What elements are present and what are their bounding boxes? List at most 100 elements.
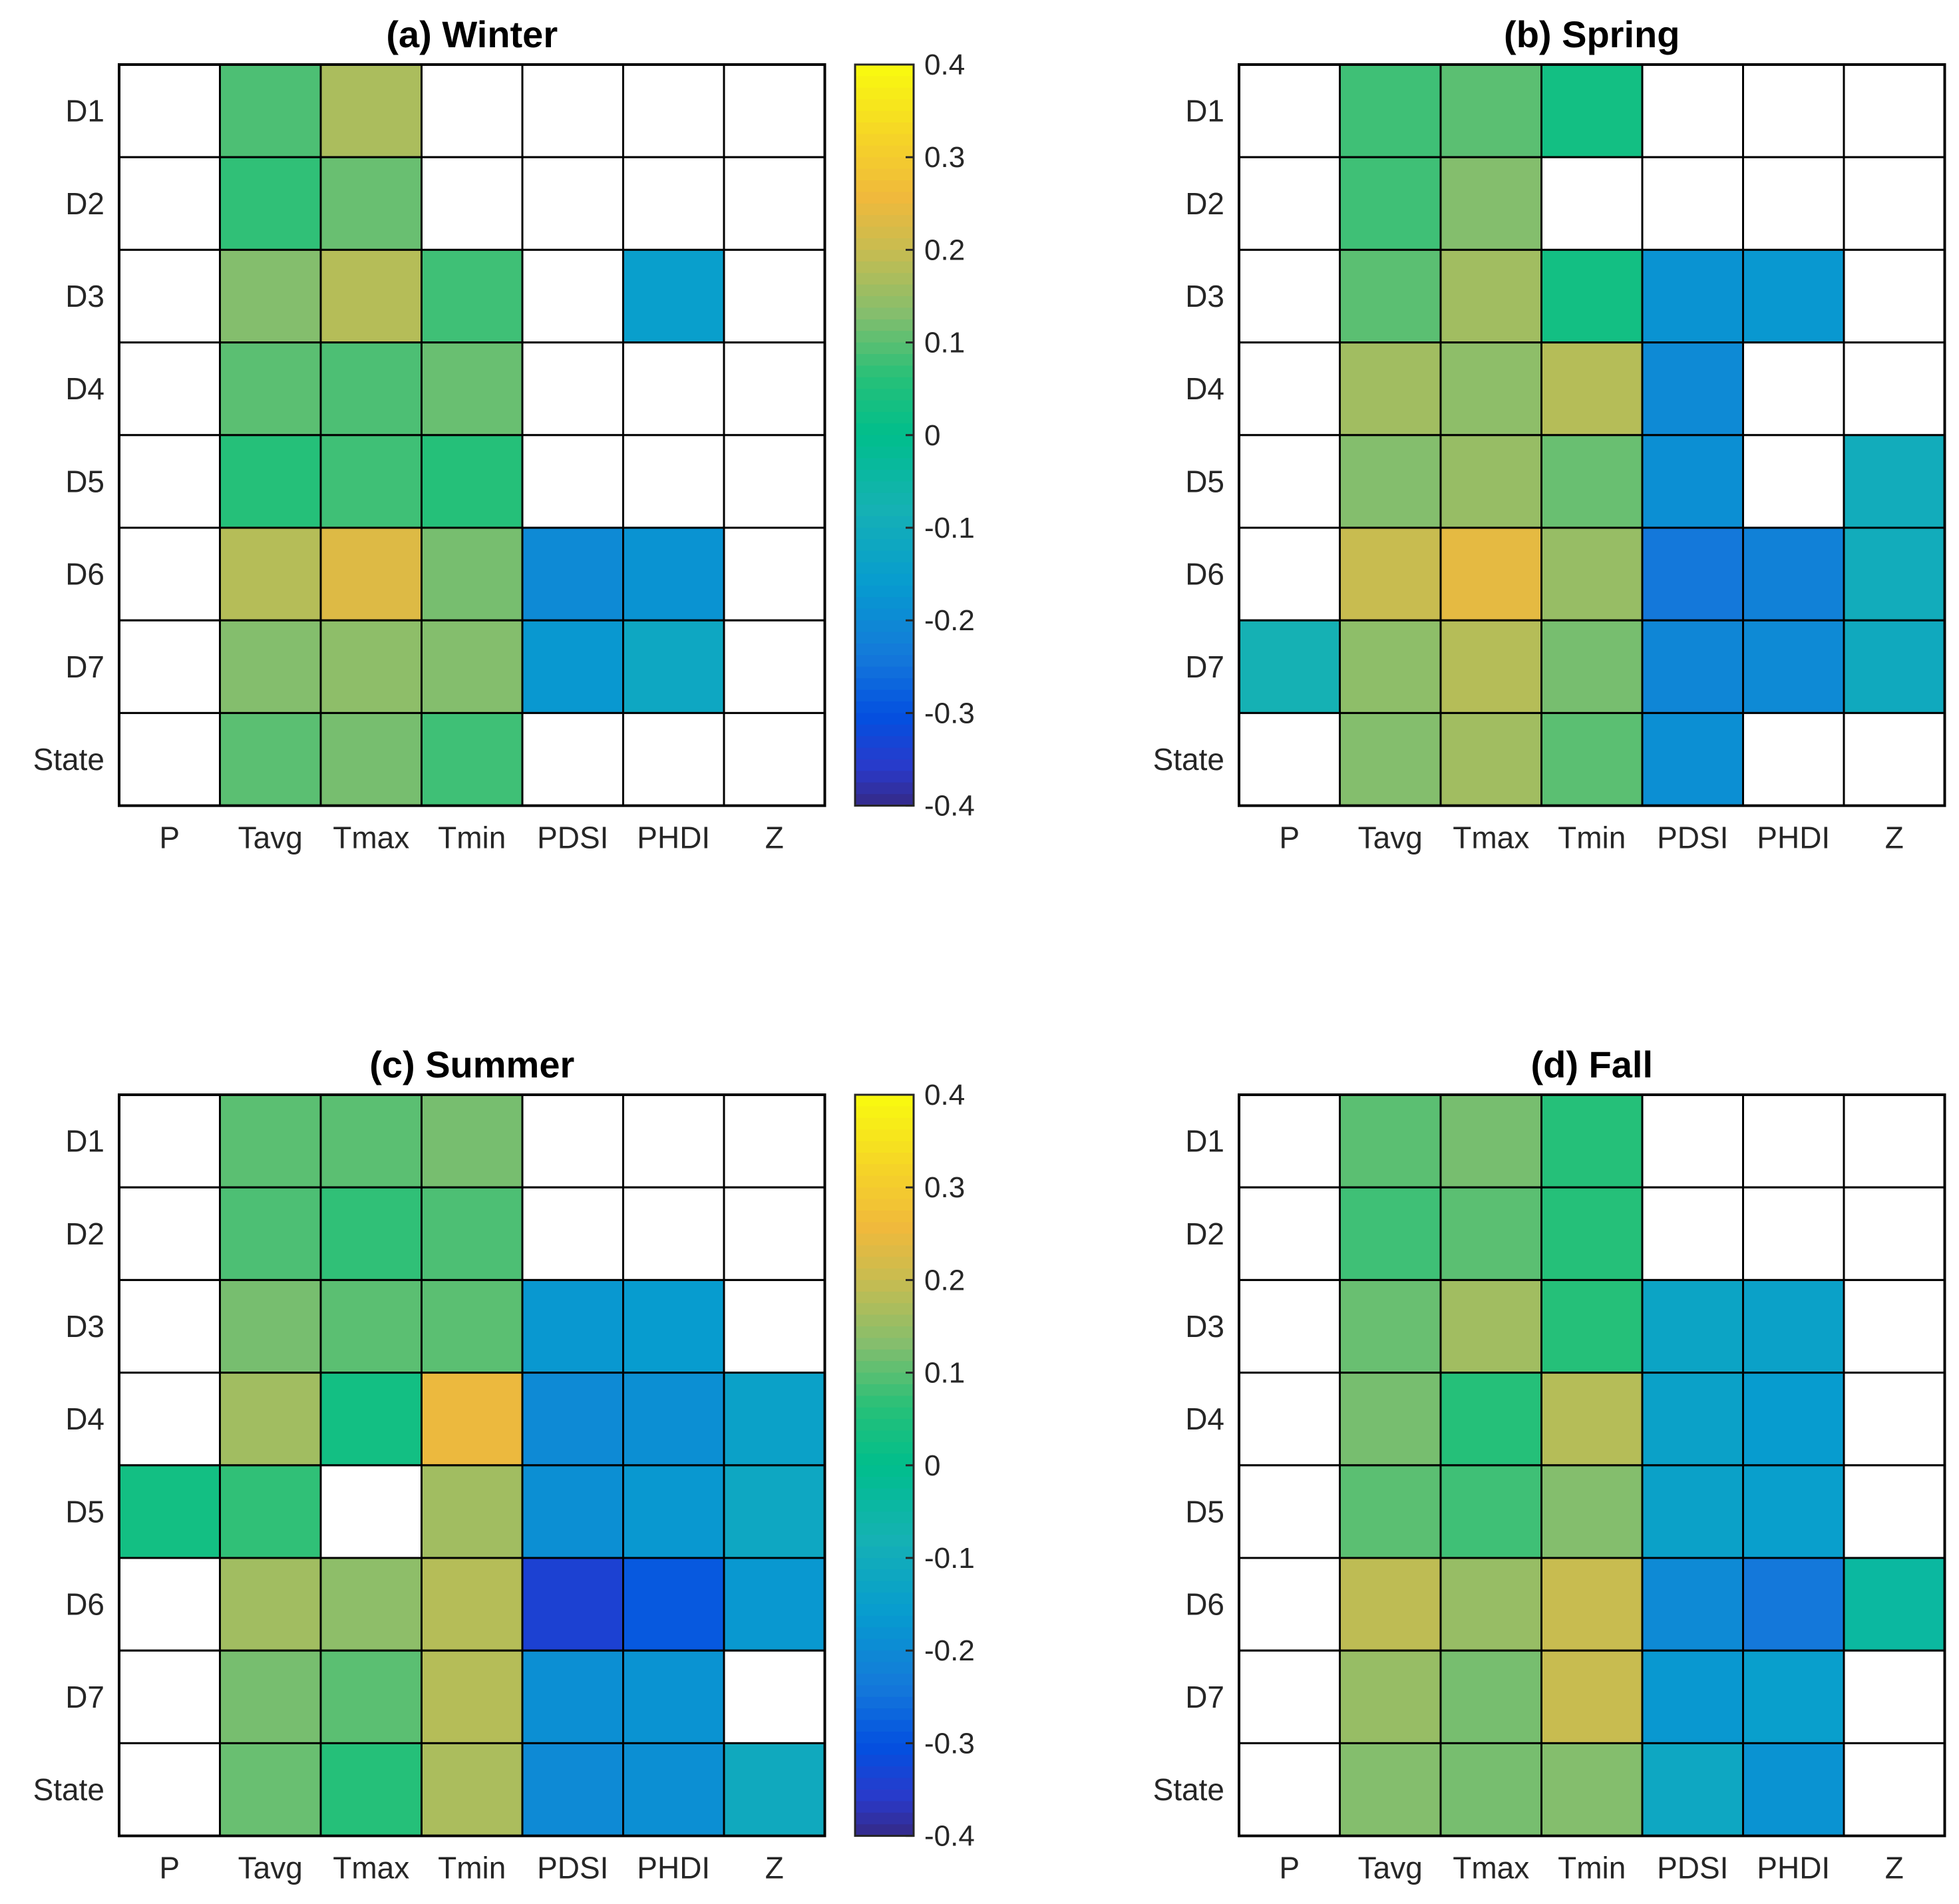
heatmap-cell-D5-Tmax	[1439, 434, 1542, 529]
heatmap-cell-D2-Z	[1843, 156, 1946, 251]
heatmap-cell-D1-Tmin	[421, 63, 524, 158]
colorbar-segment	[855, 1407, 914, 1420]
colorbar-segment	[855, 284, 914, 297]
heatmap-cell-D1-Tmin	[1540, 63, 1644, 158]
heatmap-cell-D7-P	[1238, 1649, 1341, 1744]
colorbar-segment	[855, 389, 914, 401]
y-tick-label: D1	[65, 94, 104, 128]
y-tick-label: D5	[65, 464, 104, 498]
colorbar-segment	[855, 1500, 914, 1512]
x-tick-label: Tmax	[1453, 821, 1529, 855]
heatmap-cell-D7-Z	[723, 1649, 826, 1744]
heatmap-cell-D1-Tmax	[1439, 1093, 1542, 1189]
heatmap-cell-D6-Tmin	[1540, 526, 1644, 622]
colorbar-segment	[855, 644, 914, 656]
colorbar-segment	[855, 1384, 914, 1396]
heatmap-cell-D4-Tavg	[1339, 1372, 1442, 1467]
colorbar-tick-label: 0.2	[924, 1264, 965, 1296]
heatmap-cell-D2-PDSI	[521, 156, 624, 251]
heatmap-cell-D4-Z	[1843, 1372, 1946, 1467]
colorbar-segment	[855, 1581, 914, 1593]
y-tick-label: State	[1153, 1772, 1224, 1807]
y-tick-label: D1	[65, 1124, 104, 1159]
heatmap-cell-D5-PHDI	[622, 434, 725, 529]
heatmap-cell-D5-Z	[723, 434, 826, 529]
heatmap-cell-D2-P	[118, 156, 221, 251]
colorbar-segment	[855, 65, 914, 77]
colorbar-segment	[855, 574, 914, 586]
colorbar-segment	[855, 1558, 914, 1570]
heatmap-cell-D3-Tavg	[219, 1278, 322, 1374]
heatmap-cell-State-Z	[723, 711, 826, 807]
x-tick-label: P	[1279, 1851, 1300, 1885]
heatmap-cell-D6-Tmax	[1439, 526, 1542, 622]
colorbar-segment	[855, 1546, 914, 1559]
colorbar-segment	[855, 273, 914, 286]
heatmap-cell-D4-PDSI	[521, 1372, 624, 1467]
colorbar-segment	[855, 1372, 914, 1385]
plot-frame	[118, 1093, 826, 1837]
heatmap-cell-D4-Z	[1843, 341, 1946, 437]
heatmap-cell-D6-Tmin	[421, 1557, 524, 1652]
y-tick-label: D4	[1185, 1402, 1224, 1436]
colorbar-tick-label: 0.4	[924, 49, 965, 81]
colorbar-segment	[855, 145, 914, 158]
heatmap-cell-State-Tmax	[319, 1742, 423, 1837]
colorbar-segment	[855, 655, 914, 667]
panel-title: (c) Summer	[369, 1044, 574, 1085]
heatmap-cell-D3-Tavg	[219, 248, 322, 344]
colorbar-segment	[855, 632, 914, 644]
heatmap-cell-D5-Z	[1843, 1464, 1946, 1559]
heatmap-cell-D4-P	[118, 1372, 221, 1467]
heatmap-cell-D6-PDSI	[521, 526, 624, 622]
x-tick-label: P	[159, 1851, 180, 1885]
y-tick-label: D2	[65, 186, 104, 221]
heatmap-cell-D7-Tmax	[1439, 1649, 1542, 1744]
y-tick-label: D6	[65, 1587, 104, 1622]
heatmap-cell-D5-Tmin	[1540, 434, 1644, 529]
heatmap-cell-D4-Tavg	[219, 341, 322, 437]
colorbar-segment	[855, 1233, 914, 1246]
colorbar-segment	[855, 99, 914, 112]
heatmap-cell-D5-Z	[1843, 434, 1946, 529]
heatmap-cell-D4-Tmax	[1439, 1372, 1542, 1467]
y-tick-label: State	[33, 742, 104, 777]
colorbar-tick-label: 0.1	[924, 327, 965, 359]
colorbar-segment	[855, 1754, 914, 1767]
heatmap-cell-D3-Tmin	[1540, 1278, 1644, 1374]
colorbar-tick-label: 0.3	[924, 1171, 965, 1204]
colorbar-segment	[855, 586, 914, 598]
heatmap-cell-D5-PHDI	[1742, 1464, 1845, 1559]
heatmap-cell-D6-Z	[723, 526, 826, 622]
x-tick-label: Tmin	[438, 821, 506, 855]
heatmap-cell-D2-PDSI	[1641, 156, 1744, 251]
colorbar-segment	[855, 1175, 914, 1188]
colorbar-tick-label: -0.2	[924, 604, 975, 637]
heatmap-cell-D7-Tavg	[219, 619, 322, 714]
colorbar-segment	[855, 1106, 914, 1119]
colorbar-tick-label: -0.1	[924, 512, 975, 544]
colorbar-segment	[855, 412, 914, 424]
heatmap-cell-D4-PHDI	[1742, 341, 1845, 437]
colorbar-segment	[855, 1824, 914, 1837]
heatmap-cell-State-Z	[723, 1742, 826, 1837]
colorbar-segment	[855, 1245, 914, 1258]
heatmap-cell-D4-P	[1238, 1372, 1341, 1467]
heatmap-cell-D5-Z	[723, 1464, 826, 1559]
y-tick-label: D3	[1185, 1309, 1224, 1344]
plot-frame	[118, 63, 826, 807]
heatmap-cell-D7-Tmin	[1540, 1649, 1644, 1744]
heatmap-cell-D7-P	[1238, 619, 1341, 714]
heatmap-cell-State-Tmax	[319, 711, 423, 807]
heatmap-cell-State-Tavg	[1339, 711, 1442, 807]
heatmap-cell-D6-PDSI	[521, 1557, 624, 1652]
heatmap-cell-D5-PHDI	[1742, 434, 1845, 529]
heatmap-cell-D7-PDSI	[521, 619, 624, 714]
x-tick-label: PHDI	[1757, 821, 1830, 855]
colorbar-tick-label: 0.3	[924, 141, 965, 174]
x-tick-label: Z	[765, 821, 784, 855]
x-tick-label: Tmin	[438, 1851, 506, 1885]
heatmap-cell-D4-Z	[723, 1372, 826, 1467]
heatmap-cell-D5-Tmax	[319, 1464, 423, 1559]
